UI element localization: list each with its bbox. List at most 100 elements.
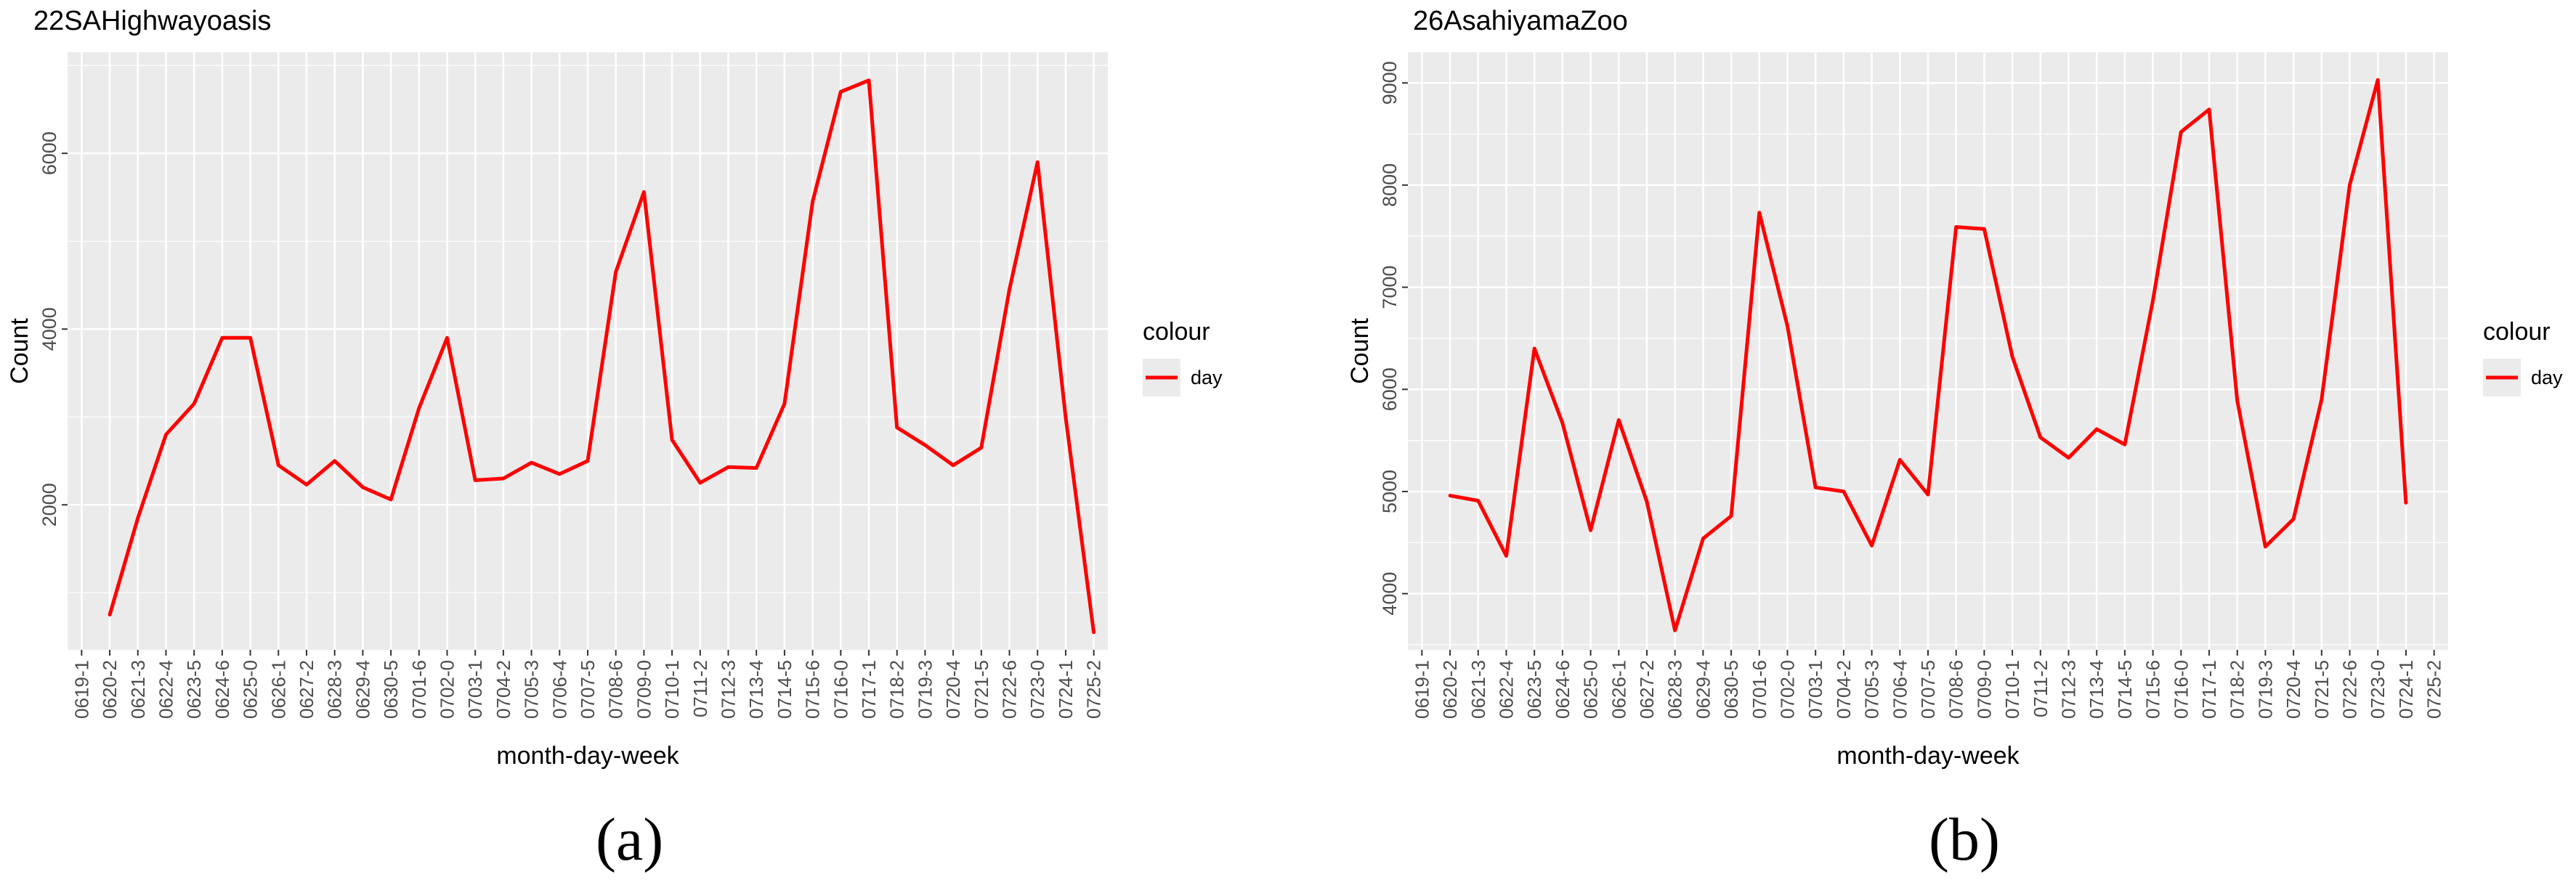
x-tick-label: 0707-5 bbox=[577, 660, 599, 719]
x-tick-label: 0722-6 bbox=[999, 660, 1021, 719]
x-tick-label: 0724-1 bbox=[1055, 660, 1077, 719]
x-tick-label: 0725-2 bbox=[2423, 660, 2445, 719]
x-tick-label: 0620-2 bbox=[99, 660, 121, 719]
x-tick-label: 0624-6 bbox=[1552, 660, 1573, 719]
x-tick-label: 0628-3 bbox=[1664, 660, 1686, 719]
line-chart-a: 2000 4000 6000 0619-1 0620-2 0621-3 0622-4 0623… bbox=[6, 52, 1223, 770]
x-tick-label: 0628-3 bbox=[324, 660, 346, 719]
x-tick-label: 0623-5 bbox=[183, 660, 205, 719]
x-tick-label: 0719-3 bbox=[2254, 660, 2276, 719]
x-tick-label: 0711-2 bbox=[2030, 660, 2052, 717]
x-tick-label: 0705-3 bbox=[1861, 660, 1883, 719]
x-tick-label: 0723-0 bbox=[1026, 660, 1048, 719]
chart-title-a: 22SAHighwayoasis bbox=[33, 6, 272, 36]
x-tick-label: 0703-1 bbox=[1805, 660, 1826, 719]
x-tick-label: 0717-1 bbox=[858, 660, 880, 719]
x-tick-label: 0716-0 bbox=[830, 660, 851, 719]
x-tick-label: 0717-1 bbox=[2198, 660, 2220, 719]
x-tick-label: 0715-6 bbox=[2142, 660, 2164, 719]
x-tick-label: 0702-0 bbox=[1776, 660, 1798, 719]
panel-label-a: (a) bbox=[596, 806, 664, 873]
x-tick-label: 0724-1 bbox=[2395, 660, 2417, 719]
y-tick-label: 7000 bbox=[1379, 266, 1401, 309]
y-tick-label: 8000 bbox=[1379, 163, 1401, 207]
x-tick-label: 0713-4 bbox=[2086, 660, 2107, 719]
y-tick-label: 4000 bbox=[39, 307, 60, 351]
x-tick-label: 0624-6 bbox=[211, 660, 233, 719]
x-tick-label: 0711-2 bbox=[689, 660, 711, 717]
y-tick-label: 6000 bbox=[39, 131, 60, 175]
x-tick-label: 0621-3 bbox=[127, 660, 149, 719]
x-tick-label: 0718-2 bbox=[886, 660, 908, 719]
x-tick-label: 0719-3 bbox=[914, 660, 936, 719]
legend-label: day bbox=[2531, 367, 2563, 388]
x-tick-label: 0625-0 bbox=[1580, 660, 1602, 719]
y-tick-label: 6000 bbox=[1379, 367, 1401, 411]
x-axis-title: month-day-week bbox=[1836, 742, 2020, 770]
legend-title: colour bbox=[2483, 318, 2551, 346]
x-tick-label: 0710-1 bbox=[2001, 660, 2023, 719]
y-tick-label: 4000 bbox=[1379, 572, 1401, 616]
x-tick-label: 0702-0 bbox=[436, 660, 458, 719]
legend-label: day bbox=[1191, 367, 1223, 388]
x-tick-label: 0619-1 bbox=[70, 660, 92, 719]
y-axis-title: Count bbox=[1346, 318, 1374, 384]
x-tick-label: 0708-6 bbox=[605, 660, 627, 719]
x-tick-label: 0626-1 bbox=[267, 660, 289, 719]
panel-label-b: (b) bbox=[1929, 806, 2000, 873]
x-tick-label: 0701-6 bbox=[1749, 660, 1770, 719]
x-tick-label: 0714-5 bbox=[2114, 660, 2136, 719]
x-tick-label: 0622-4 bbox=[155, 660, 177, 719]
x-tick-label: 0720-4 bbox=[942, 660, 964, 719]
x-tick-label: 0721-5 bbox=[971, 660, 992, 719]
x-tick-label: 0621-3 bbox=[1467, 660, 1489, 719]
x-axis-title: month-day-week bbox=[496, 742, 679, 770]
x-tick-label: 0706-4 bbox=[1889, 660, 1911, 719]
x-tick-label: 0622-4 bbox=[1495, 660, 1517, 719]
x-tick-label: 0701-6 bbox=[408, 660, 430, 719]
legend-title: colour bbox=[1143, 318, 1210, 346]
x-tick-label: 0710-1 bbox=[661, 660, 683, 719]
x-tick-label: 0708-6 bbox=[1945, 660, 1967, 719]
x-tick-label: 0712-3 bbox=[718, 660, 740, 719]
x-tick-label: 0706-4 bbox=[548, 660, 570, 719]
x-tick-label: 0704-2 bbox=[493, 660, 514, 719]
x-tick-label: 0709-0 bbox=[633, 660, 655, 719]
x-tick-label: 0623-5 bbox=[1523, 660, 1545, 719]
x-tick-label: 0625-0 bbox=[240, 660, 262, 719]
x-tick-label: 0713-4 bbox=[745, 660, 767, 719]
y-tick-label: 2000 bbox=[39, 483, 60, 526]
x-tick-label: 0709-0 bbox=[1973, 660, 1995, 719]
x-tick-label: 0630-5 bbox=[1720, 660, 1742, 719]
x-tick-label: 0707-5 bbox=[1917, 660, 1939, 719]
x-tick-label: 0629-4 bbox=[1692, 660, 1714, 719]
series-line-day bbox=[108, 78, 1096, 635]
x-tick-label: 0722-6 bbox=[2339, 660, 2361, 719]
x-tick-label: 0705-3 bbox=[521, 660, 543, 719]
y-tick-label: 9000 bbox=[1379, 61, 1401, 105]
x-tick-label: 0629-4 bbox=[352, 660, 373, 719]
x-tick-label: 0619-1 bbox=[1411, 660, 1433, 719]
x-tick-label: 0626-1 bbox=[1608, 660, 1629, 719]
x-tick-label: 0721-5 bbox=[2311, 660, 2333, 719]
y-axis-title: Count bbox=[6, 318, 33, 384]
x-tick-label: 0630-5 bbox=[380, 660, 402, 719]
x-tick-label: 0620-2 bbox=[1439, 660, 1461, 719]
x-tick-label: 0703-1 bbox=[464, 660, 486, 719]
x-tick-label: 0723-0 bbox=[2367, 660, 2389, 719]
x-tick-label: 0627-2 bbox=[1636, 660, 1658, 719]
x-tick-label: 0714-5 bbox=[774, 660, 795, 719]
x-tick-label: 0725-2 bbox=[1083, 660, 1105, 719]
chart-title-b: 26AsahiyamaZoo bbox=[1413, 6, 1628, 36]
x-tick-label: 0716-0 bbox=[2170, 660, 2192, 719]
x-tick-label: 0627-2 bbox=[296, 660, 317, 719]
y-tick-label: 5000 bbox=[1379, 470, 1401, 513]
line-chart-b: 4000 5000 6000 7000 8000 9000 0619-1 0620-2 0621… bbox=[1346, 52, 2563, 770]
x-tick-label: 0715-6 bbox=[802, 660, 824, 719]
x-tick-label: 0720-4 bbox=[2283, 660, 2304, 719]
x-tick-label: 0718-2 bbox=[2227, 660, 2248, 719]
series-line-day bbox=[1448, 78, 2408, 632]
x-tick-label: 0712-3 bbox=[2058, 660, 2080, 719]
x-tick-label: 0704-2 bbox=[1833, 660, 1855, 719]
